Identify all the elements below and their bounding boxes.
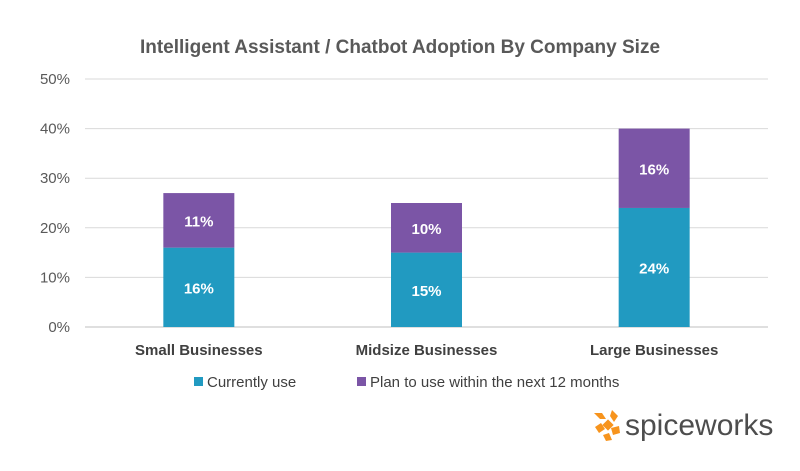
data-label: 11% — [184, 213, 213, 230]
bar-midsize-businesses-current — [391, 252, 462, 327]
y-tick-label: 50% — [40, 71, 70, 88]
bar-small-businesses-plan — [163, 193, 235, 248]
data-label: 15% — [411, 283, 441, 300]
y-tick-label: 10% — [40, 269, 70, 286]
bar-small-businesses-current — [163, 247, 235, 327]
y-tick-label: 20% — [40, 220, 70, 237]
spiceworks-logo: spiceworks — [594, 409, 773, 442]
bars — [163, 128, 690, 327]
legend-swatch — [194, 377, 203, 386]
data-label: 24% — [639, 260, 669, 277]
spiceworks-logo-icon — [594, 410, 620, 441]
bar-midsize-businesses-plan — [391, 203, 462, 253]
data-label: 10% — [411, 221, 441, 238]
x-category-label: Midsize Businesses — [356, 342, 498, 359]
y-tick-label: 30% — [40, 170, 70, 187]
legend-label: Plan to use within the next 12 months — [370, 374, 619, 391]
y-tick-label: 0% — [48, 319, 70, 336]
bar-large-businesses-current — [618, 207, 690, 327]
legend: Currently use Plan to use within the next… — [194, 374, 619, 391]
x-category-label: Small Businesses — [135, 342, 263, 359]
y-tick-label: 40% — [40, 121, 70, 138]
bar-large-businesses-plan — [618, 128, 690, 208]
data-label: 16% — [184, 280, 214, 297]
data-label: 16% — [639, 161, 669, 178]
logo-text: spiceworks — [625, 409, 773, 442]
legend-label: Currently use — [207, 374, 296, 391]
chart-title: Intelligent Assistant / Chatbot Adoption… — [140, 37, 660, 58]
x-axis-categories: Small Businesses Midsize Businesses Large … — [135, 342, 718, 359]
y-axis-ticks: 0% 10% 20% 30% 40% 50% — [40, 71, 70, 336]
x-category-label: Large Businesses — [590, 342, 718, 359]
data-labels: 16% 11% 15% 10% 24% 16% — [184, 161, 669, 300]
legend-swatch — [357, 377, 366, 386]
